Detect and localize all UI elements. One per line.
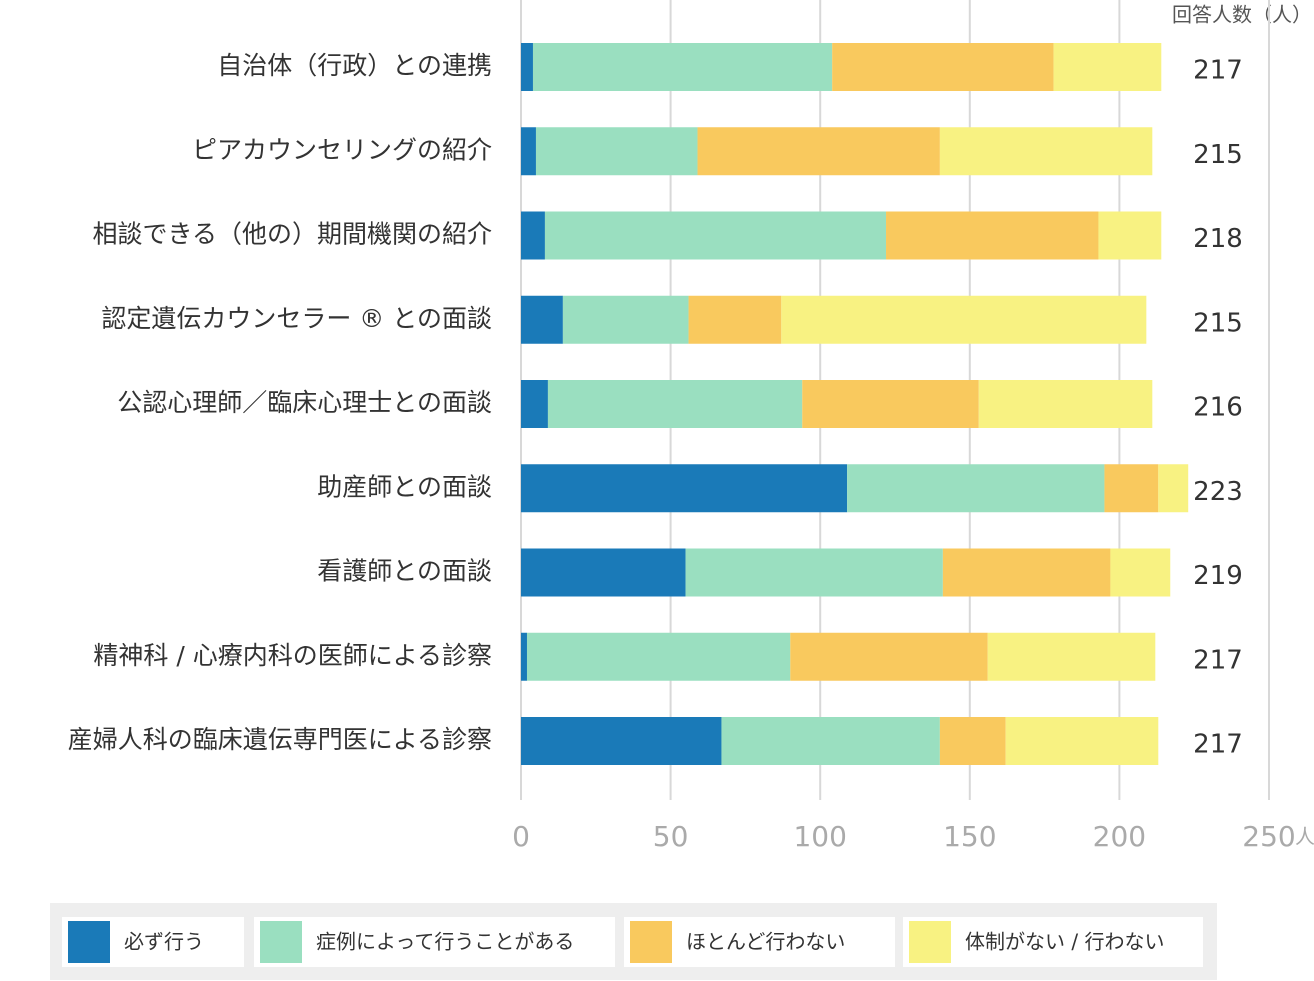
bar-segment — [544, 211, 887, 260]
legend-label: 必ず行う — [124, 930, 204, 954]
category-label: 産婦人科の臨床遺伝専門医による診察 — [68, 725, 492, 754]
bar-segment — [535, 127, 698, 176]
legend-label: 症例によって行うことがある — [316, 930, 574, 954]
total-label: 217 — [1193, 645, 1243, 675]
bar-segment — [1104, 464, 1159, 513]
bar-segment — [688, 295, 782, 344]
x-tick-label: 250 — [1242, 820, 1295, 853]
bar-segment — [521, 464, 848, 513]
x-unit: 人 — [1295, 825, 1314, 849]
legend-item — [254, 917, 615, 967]
totals-header: 回答人数（人） — [1172, 3, 1312, 27]
bar-segment — [1005, 717, 1159, 765]
total-label: 215 — [1193, 140, 1243, 170]
legend-swatch — [909, 921, 951, 963]
legend-swatch — [630, 921, 672, 963]
total-label: 217 — [1193, 56, 1243, 86]
category-label: 相談できる（他の）期間機関の紹介 — [92, 220, 492, 249]
bar-segment — [886, 211, 1099, 260]
total-label: 219 — [1193, 561, 1243, 591]
bar-segment — [521, 295, 563, 344]
total-label: 217 — [1193, 730, 1243, 760]
x-tick-label: 100 — [793, 820, 846, 853]
bar-segment — [521, 211, 545, 260]
total-label: 223 — [1193, 477, 1243, 507]
bar-segment — [526, 632, 791, 681]
bar-segment — [942, 548, 1111, 597]
bar-segment — [521, 380, 548, 428]
bar-segment — [547, 380, 803, 428]
category-label: 精神科 / 心療内科の医師による診察 — [93, 641, 492, 670]
bar-segment — [1158, 464, 1189, 513]
legend-label: ほとんど行わない — [686, 930, 845, 954]
bar-segment — [1098, 211, 1162, 260]
total-label: 215 — [1193, 308, 1243, 338]
bar-segment — [790, 632, 988, 681]
bar-segment — [847, 464, 1105, 513]
bar-segment — [521, 548, 686, 597]
bar-segment — [685, 548, 943, 597]
bar-segment — [532, 43, 833, 91]
bar-segment — [562, 295, 689, 344]
legend-swatch — [260, 921, 302, 963]
x-tick-label: 50 — [653, 820, 689, 853]
bar-segment — [521, 717, 722, 765]
bar-segment — [939, 127, 1153, 176]
legend-item — [903, 917, 1203, 967]
category-label: 自治体（行政）との連携 — [217, 51, 492, 80]
bar-segment — [939, 717, 1006, 765]
bar-segment — [781, 295, 1147, 344]
bar-segment — [697, 127, 940, 176]
total-label: 218 — [1193, 224, 1243, 254]
bar-segment — [978, 380, 1153, 428]
category-label: ピアカウンセリングの紹介 — [192, 135, 492, 164]
category-label: 公認心理師／臨床心理士との面談 — [117, 388, 492, 417]
bar-segment — [521, 632, 527, 681]
total-label: 216 — [1193, 393, 1243, 423]
x-tick-label: 200 — [1093, 820, 1146, 853]
x-tick-label: 0 — [512, 820, 530, 853]
x-tick-label: 150 — [943, 820, 996, 853]
bar-segment — [832, 43, 1054, 91]
bar-segment — [521, 43, 533, 91]
category-label: 認定遺伝カウンセラー ® との面談 — [101, 304, 492, 333]
bar-segment — [1053, 43, 1162, 91]
bar-segment — [521, 127, 536, 176]
legend-swatch — [68, 921, 110, 963]
category-label: 助産師との面談 — [317, 472, 492, 501]
bar-segment — [987, 632, 1156, 681]
bar-segment — [721, 717, 940, 765]
bar-segment — [1110, 548, 1171, 597]
category-label: 看護師との面談 — [317, 557, 492, 586]
legend-label: 体制がない / 行わない — [965, 930, 1164, 954]
bar-segment — [802, 380, 979, 428]
